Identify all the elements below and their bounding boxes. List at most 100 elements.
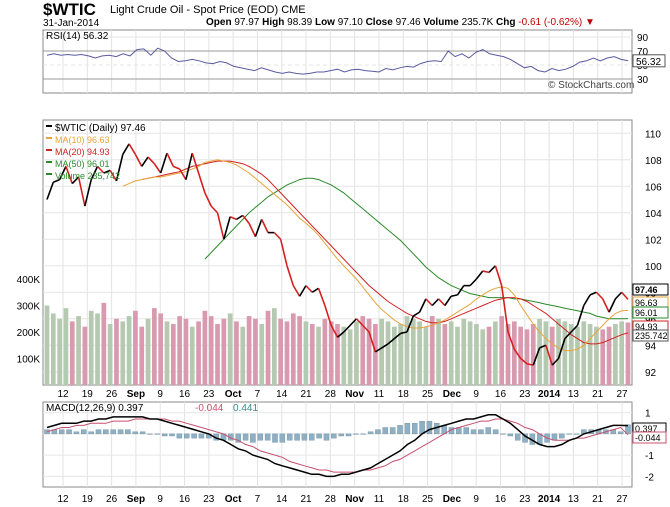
macd-histogram-bar	[198, 433, 205, 439]
volume-bar	[391, 326, 397, 385]
volume-bar	[322, 318, 328, 385]
volume-bar	[253, 318, 258, 385]
volume-bar	[493, 321, 498, 385]
price-last-value-box	[632, 306, 669, 319]
instrument-title: Light Crude Oil - Spot Price (EOD)	[110, 4, 279, 16]
x-tick-label: 28	[325, 494, 337, 505]
volume-bar	[316, 326, 321, 385]
rsi-y-tick-label: 70	[637, 47, 649, 58]
x-tick-label: 7	[255, 494, 261, 505]
price-last-value-box	[632, 283, 669, 296]
price-legend-label: MA(20) 94.93	[55, 147, 110, 157]
macd-y-tick-label: -2	[645, 472, 654, 483]
volume-bar	[234, 321, 239, 385]
price-line-segment	[507, 331, 516, 350]
price-line-segment	[153, 163, 162, 174]
volume-bar	[57, 318, 62, 385]
price-line-segment	[482, 270, 490, 274]
price-line-segment	[134, 154, 143, 167]
macd-histogram-bar	[301, 433, 308, 441]
macd-histogram-bar	[426, 420, 433, 435]
series-line-ma10	[122, 159, 629, 352]
x-tick-label: Oct	[225, 494, 242, 505]
watermark: © StockCharts.com	[548, 80, 635, 91]
ohlc-summary: Open 97.97 High 98.39 Low 97.10 Close 97…	[206, 17, 595, 28]
volume-bar	[385, 321, 391, 385]
price-line-segment	[65, 166, 74, 184]
price-line-segment	[286, 265, 295, 286]
volume-bar	[341, 326, 347, 385]
price-y-tick-label: 96	[645, 315, 657, 326]
price-line-segment	[298, 285, 307, 297]
volume-bar	[246, 316, 252, 385]
volume-bar	[606, 326, 612, 385]
volume-bar	[518, 326, 523, 385]
macd-histogram-bar	[397, 425, 403, 435]
x-tick-label: Dec	[443, 494, 462, 505]
volume-bar	[360, 316, 366, 385]
price-line-segment	[336, 331, 345, 338]
macd-histogram-bar	[367, 431, 374, 435]
x-tick-label: 14	[276, 494, 288, 505]
macd-histogram-bar	[286, 433, 293, 441]
volume-bar	[442, 324, 448, 385]
price-line-segment	[551, 357, 560, 366]
macd-histogram-bar	[242, 433, 249, 441]
rsi-y-tick-label: 90	[637, 33, 649, 44]
rsi-legend-label: RSI(14) 56.32	[46, 31, 109, 42]
price-line-segment	[210, 205, 219, 214]
volume-bar	[120, 321, 126, 385]
price-legend-label: Volume 235,742	[55, 171, 120, 181]
volume-bar	[335, 324, 340, 385]
price-line-segment	[539, 344, 547, 349]
close-value: 97.46	[395, 17, 421, 28]
volume-bar	[537, 318, 542, 385]
macd-histogram-bar	[617, 431, 624, 435]
price-line-segment	[109, 169, 118, 182]
legend-swatch	[46, 173, 52, 175]
volume-bar	[429, 316, 435, 385]
macd-histogram-bar	[360, 433, 366, 435]
legend-swatch	[46, 161, 52, 163]
macd-histogram-bar	[264, 433, 271, 441]
volume-bar	[581, 321, 587, 385]
volume-bar	[278, 318, 284, 385]
price-last-value-label: 235.742	[635, 331, 668, 341]
macd-histogram-bar	[573, 433, 580, 435]
close-label: Close	[365, 17, 393, 28]
volume-bar	[474, 324, 479, 385]
volume-bar	[290, 313, 296, 385]
price-line-segment	[254, 219, 263, 237]
x-tick-label: 16	[495, 389, 507, 400]
x-tick-label: 2014	[538, 389, 561, 400]
chg-value: -0.61 (-0.62%)	[518, 17, 583, 28]
price-line-segment	[425, 298, 433, 307]
x-tick-label: 16	[179, 389, 191, 400]
volume-y-tick-label: 300K	[17, 302, 41, 313]
price-line-segment	[216, 212, 225, 240]
volume-bar	[139, 326, 145, 385]
volume-bar	[467, 321, 473, 385]
macd-panel-frame	[42, 401, 633, 488]
volume-bar	[158, 313, 164, 385]
x-tick-label: 19	[82, 494, 94, 505]
volume-bar	[170, 324, 176, 385]
volume-bar	[227, 313, 233, 385]
price-line-segment	[273, 232, 282, 240]
price-line-segment	[166, 152, 175, 167]
legend-swatch	[46, 149, 52, 151]
price-line-segment	[387, 338, 395, 345]
price-line-segment	[469, 278, 478, 287]
price-line-segment	[456, 285, 465, 296]
macd-histogram-bar	[345, 433, 352, 437]
price-line-segment	[204, 192, 212, 207]
macd-y-tick-label: -1	[645, 451, 654, 462]
x-tick-label: 23	[519, 494, 531, 505]
x-tick-label: 23	[203, 389, 215, 400]
price-line-segment	[197, 172, 206, 194]
rsi-panel-frame	[42, 29, 633, 94]
price-line-segment	[494, 265, 503, 286]
price-line-segment	[520, 357, 528, 365]
macd-histogram-bar	[88, 431, 94, 435]
